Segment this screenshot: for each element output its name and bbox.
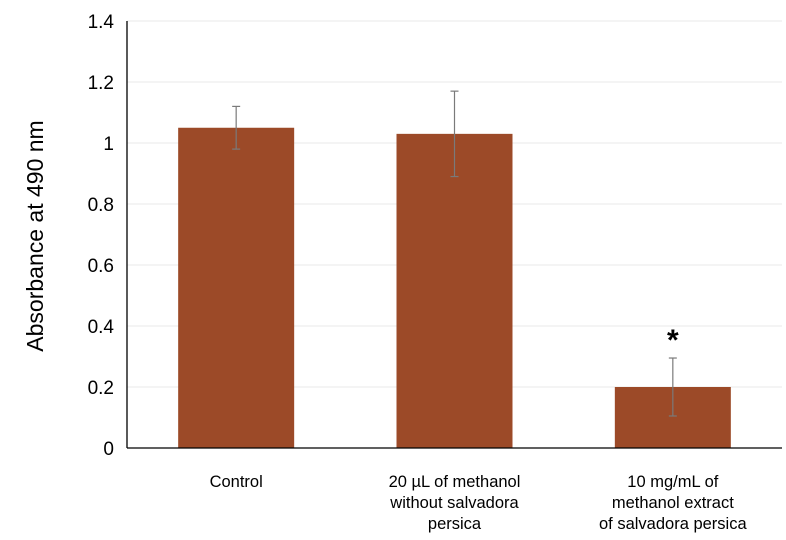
y-axis-title: Absorbance at 490 nm <box>22 120 48 351</box>
x-tick-label: persica <box>428 515 482 533</box>
bar <box>396 133 513 448</box>
bars <box>178 127 731 448</box>
x-tick-label: 10 mg/mL of <box>627 473 719 491</box>
labels: 0 0.2 0.4 0.6 0.8 1 1.2 1.4 Control 20 µL of meth… <box>88 12 748 533</box>
y-tick-label: 0.2 <box>88 378 114 399</box>
y-tick-label: 0.6 <box>88 256 114 277</box>
axes <box>126 21 782 449</box>
x-tick-label: methanol extract <box>612 494 734 512</box>
y-tick-label: 0.8 <box>88 195 114 216</box>
x-tick-label: 20 µL of methanol <box>389 473 521 491</box>
significance-marker: * <box>667 324 679 357</box>
y-tick-label: 1.4 <box>88 12 115 33</box>
x-tick-label: Control <box>210 473 263 491</box>
bar <box>178 127 295 448</box>
x-tick-label: without salvadora <box>389 494 519 512</box>
y-tick-label: 1.2 <box>88 73 114 94</box>
y-tick-label: 1 <box>103 134 114 155</box>
y-tick-label: 0.4 <box>88 317 115 338</box>
x-tick-label: of salvadora persica <box>599 515 747 533</box>
error-bars <box>232 90 677 417</box>
y-tick-label: 0 <box>103 439 114 460</box>
